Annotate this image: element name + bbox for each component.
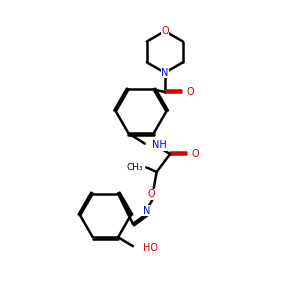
Text: N: N (161, 68, 169, 78)
Text: CH₃: CH₃ (127, 163, 143, 172)
Text: O: O (191, 149, 199, 159)
Text: HO: HO (143, 243, 158, 253)
Text: O: O (161, 26, 169, 36)
Text: NH: NH (152, 140, 167, 150)
Text: N: N (142, 206, 150, 215)
Text: O: O (186, 87, 194, 97)
Text: O: O (148, 189, 155, 199)
